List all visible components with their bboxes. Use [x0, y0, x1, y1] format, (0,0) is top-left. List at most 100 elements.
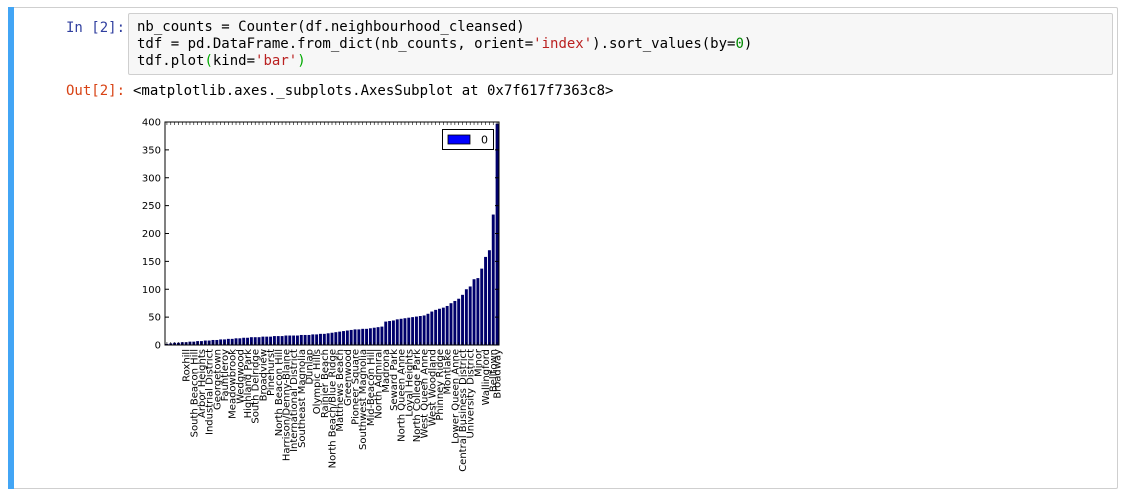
code-line: tdf.plot(kind='bar')	[137, 53, 306, 69]
x-tick-label: Arbor Heights	[197, 349, 208, 418]
chart-bar	[368, 328, 372, 345]
chart-bar	[418, 316, 422, 345]
chart-bar	[484, 256, 488, 345]
x-tick-label: South Delridge	[251, 349, 262, 424]
x-tick-label: Central Business District	[458, 349, 469, 472]
legend-label: 0	[481, 134, 488, 147]
chart-bar	[441, 307, 445, 345]
x-tick-label: University District	[466, 349, 477, 439]
x-tick-label: Harrison/Denny-Blaine	[281, 349, 292, 461]
chart-bar	[261, 336, 265, 345]
x-tick-label: North Beacon Hill	[274, 349, 285, 436]
chart-bar	[292, 335, 296, 345]
chart-bar	[253, 337, 257, 345]
chart-bar	[384, 321, 388, 345]
chart-bar	[357, 329, 361, 345]
y-tick-label: 50	[148, 313, 161, 324]
chart-bar	[411, 317, 415, 345]
chart-bar	[476, 278, 480, 345]
chart-bar	[330, 332, 334, 345]
x-tick-label: Loyal Heights	[404, 349, 415, 417]
chart-bar	[464, 289, 468, 345]
x-tick-label: Belltown	[489, 349, 500, 392]
chart-bar	[284, 335, 288, 345]
x-tick-label: Mid-Beacon Hill	[366, 349, 377, 426]
code-editor[interactable]: nb_counts = Counter(df.neighbourhood_cle…	[137, 19, 752, 70]
x-tick-label: Georgetown	[212, 349, 223, 410]
chart-bar	[468, 286, 472, 345]
chart-bar	[272, 336, 276, 345]
x-tick-label: South Beacon Hill	[189, 349, 200, 437]
x-tick-label: Southeast Magnolia	[297, 349, 308, 448]
chart-bar	[307, 334, 311, 345]
x-tick-label: Matthews Beach	[335, 349, 346, 432]
code-line: tdf = pd.DataFrame.from_dict(nb_counts, …	[137, 36, 753, 52]
output-prompt: Out[2]:	[66, 83, 126, 99]
x-tick-label: Greenwood	[343, 349, 354, 406]
x-tick-label: Broadway	[493, 349, 504, 399]
chart-bar	[461, 294, 464, 345]
chart-bar	[487, 250, 491, 345]
chart-bar	[242, 337, 246, 345]
x-tick-label: International District	[289, 349, 300, 452]
chart-bar	[453, 300, 457, 345]
x-tick-label: Phinney Ridge	[435, 349, 446, 421]
code-input-area[interactable]: nb_counts = Counter(df.neighbourhood_cle…	[128, 13, 1113, 75]
x-tick-label: Pioneer Square	[351, 349, 362, 425]
x-tick-label: Highland Park	[243, 349, 254, 419]
chart-bar	[472, 279, 476, 345]
plot-frame	[164, 121, 500, 346]
x-tick-label: Pinehurst	[266, 349, 277, 396]
cell-selection-bar	[8, 7, 14, 489]
chart-bar	[430, 311, 434, 345]
chart-bar	[388, 321, 392, 345]
x-tick-label: Dunlap	[304, 349, 315, 385]
chart-bar	[226, 338, 230, 345]
chart-bar	[380, 326, 384, 345]
chart-bar	[349, 329, 353, 345]
legend-swatch	[447, 134, 471, 145]
chart-bar	[391, 320, 395, 345]
chart-bar	[426, 313, 430, 345]
x-tick-label: West Queen Anne	[420, 349, 431, 438]
x-tick-label: Madrona	[381, 349, 392, 393]
chart-bar	[422, 315, 426, 345]
chart-bar	[249, 337, 253, 345]
chart-bar	[345, 330, 349, 345]
x-tick-label: Fauntleroy	[220, 349, 231, 401]
chart-bar	[276, 336, 280, 345]
y-tick-label: 300	[142, 173, 161, 184]
x-tick-label: Lower Queen Anne	[450, 349, 461, 444]
chart-bar	[280, 336, 284, 345]
chart-bar	[246, 337, 249, 345]
x-tick-label: West Woodland	[427, 349, 438, 426]
x-tick-label: Roxhill	[182, 349, 193, 382]
chart-bar	[230, 338, 234, 345]
chart-bar	[299, 334, 303, 345]
chart-bar	[269, 336, 273, 345]
x-tick-label: Southwest Magnolia	[358, 349, 369, 450]
chart-bar	[326, 333, 330, 345]
chart-bar	[334, 332, 338, 345]
chart-bar	[238, 338, 242, 345]
y-tick-label: 400	[142, 118, 161, 129]
chart-bar	[403, 318, 407, 345]
x-tick-label: Seward Park	[389, 349, 400, 411]
chart-bar	[491, 214, 495, 345]
x-tick-label: Minor	[473, 348, 484, 377]
y-tick-label: 0	[155, 341, 161, 352]
x-tick-label: Meadowbrook	[228, 349, 239, 419]
x-tick-label: Industrial District	[205, 349, 216, 435]
x-tick-label: Wallingford	[481, 349, 492, 405]
y-tick-label: 200	[142, 229, 161, 240]
chart-bar	[315, 334, 319, 345]
input-prompt: In [2]:	[66, 20, 126, 36]
y-tick-label: 100	[142, 285, 161, 296]
chart-bar	[257, 337, 261, 345]
chart-bar	[457, 298, 461, 345]
chart-bar	[438, 308, 441, 345]
x-tick-label: North Admiral	[374, 349, 385, 419]
chart-bar	[399, 318, 403, 345]
chart-bar	[288, 335, 292, 345]
